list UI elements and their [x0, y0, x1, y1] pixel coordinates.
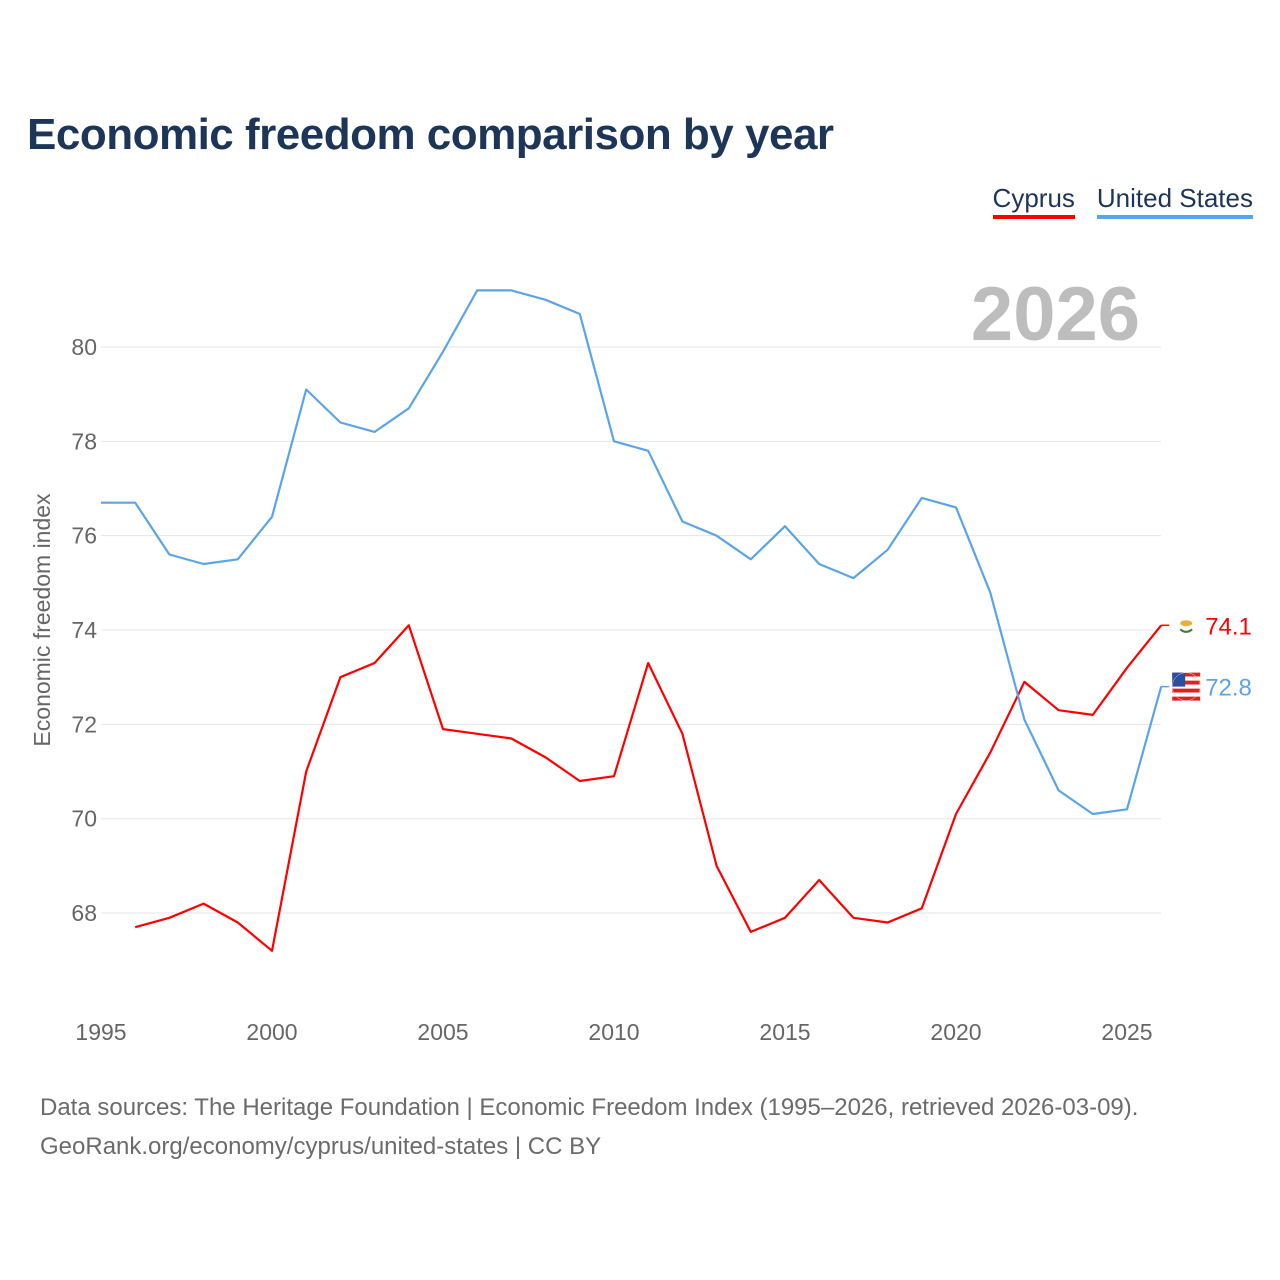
x-tick-label: 2025: [1101, 1019, 1152, 1045]
x-tick-label: 2015: [759, 1019, 810, 1045]
flag-stripe: [1172, 684, 1201, 689]
y-axis-label: Economic freedom index: [29, 493, 55, 747]
flag-stripe: [1172, 692, 1201, 697]
chart-title: Economic freedom comparison by year: [27, 110, 834, 159]
flag-island: [1180, 620, 1193, 627]
x-tick-label: 2020: [930, 1019, 981, 1045]
flag-stripe: [1172, 676, 1201, 681]
y-tick-label: 70: [71, 806, 97, 832]
y-tick-label: 76: [71, 523, 97, 549]
x-tick-label: 2010: [588, 1019, 639, 1045]
series-line-cyprus: [134, 624, 1163, 952]
legend-united-states[interactable]: United States: [1096, 183, 1253, 219]
y-tick-label: 78: [71, 428, 97, 454]
flag-stripe: [1172, 696, 1201, 701]
flag-border: [1171, 672, 1201, 701]
y-tick-label: 74: [71, 617, 97, 643]
flag-branches: [1179, 628, 1193, 633]
year-watermark: 2026: [971, 272, 1140, 357]
source-line-2[interactable]: GeoRank.org/economy/cyprus/united-states…: [40, 1133, 602, 1160]
flag-stripe: [1172, 688, 1201, 693]
end-value-label: 74.1: [1205, 613, 1252, 640]
cyprus-flag-icon: [1176, 615, 1197, 636]
x-tick-label: 2005: [417, 1019, 468, 1045]
flag-canton: [1172, 672, 1186, 687]
source-line-1: Data sources: The Heritage Foundation | …: [40, 1094, 1139, 1121]
flag-stripe: [1172, 680, 1201, 685]
series-line-united-states: [101, 289, 1163, 816]
legend-cyprus[interactable]: Cyprus: [992, 183, 1075, 219]
flag-stripe: [1172, 672, 1201, 677]
y-tick-label: 68: [71, 900, 97, 926]
x-tick-label: 1995: [75, 1019, 126, 1045]
y-tick-label: 72: [71, 711, 97, 737]
source-note: Data sources: The Heritage Foundation | …: [40, 1088, 1138, 1166]
legend: Cyprus United States: [992, 183, 1253, 219]
x-tick-label: 2000: [246, 1019, 297, 1045]
end-value-label: 72.8: [1205, 675, 1252, 702]
y-tick-label: 80: [71, 334, 97, 360]
us-flag-icon: [1171, 672, 1201, 701]
